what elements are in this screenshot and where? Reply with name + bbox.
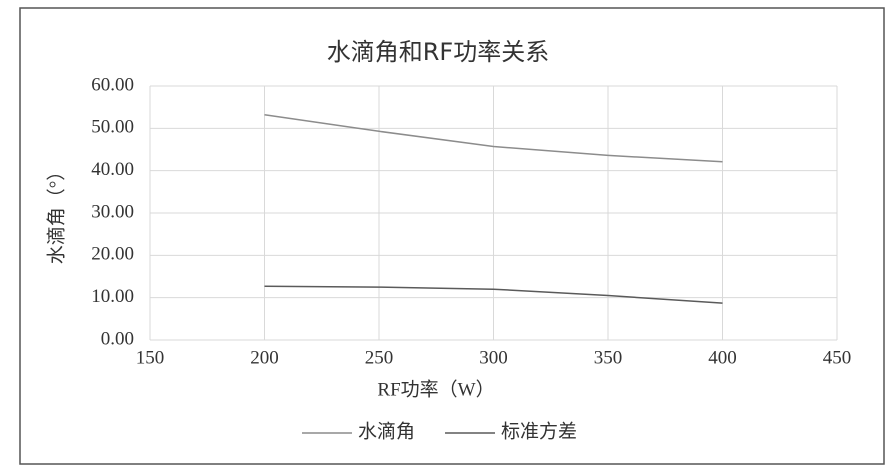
x-tick-label: 150	[136, 347, 165, 368]
x-tick-label: 300	[479, 347, 508, 368]
x-axis-label: RF功率（W）	[377, 378, 494, 400]
x-tick-label: 250	[365, 347, 394, 368]
y-tick-label: 50.00	[91, 117, 134, 138]
y-tick-label: 30.00	[91, 201, 134, 222]
y-tick-label: 40.00	[91, 159, 134, 180]
y-tick-label: 60.00	[91, 74, 134, 95]
x-tick-label: 350	[594, 347, 623, 368]
y-tick-label: 20.00	[91, 244, 134, 265]
x-tick-label: 200	[250, 347, 279, 368]
chart-frame	[19, 7, 885, 465]
y-tick-label: 10.00	[91, 286, 134, 307]
x-tick-label: 400	[708, 347, 737, 368]
series-line	[264, 285, 723, 304]
legend-label: 水滴角	[358, 420, 415, 442]
legend-label: 标准方差	[501, 420, 577, 442]
y-axis-label: 水滴角（°）	[45, 162, 67, 265]
x-tick-label: 450	[823, 347, 852, 368]
chart-title: 水滴角和RF功率关系	[327, 38, 549, 66]
series-line	[264, 114, 723, 163]
y-tick-label: 0.00	[101, 328, 134, 349]
